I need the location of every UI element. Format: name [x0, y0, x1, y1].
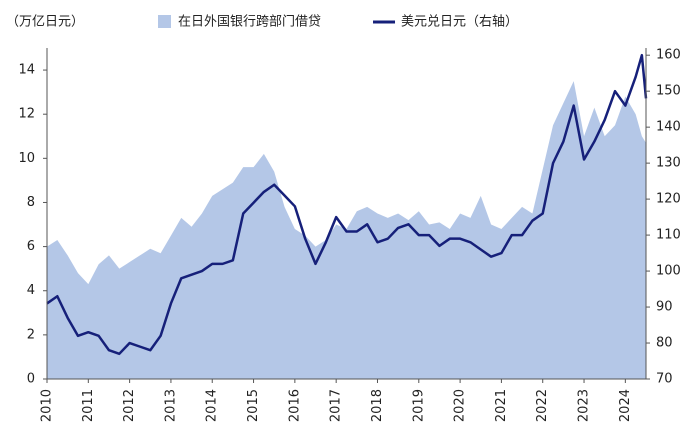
x-tick-label: 2014	[205, 389, 220, 422]
legend-swatch	[158, 15, 171, 28]
x-tick-label: 2018	[370, 389, 385, 422]
y2-tick-label: 70	[656, 372, 673, 387]
y-tick-label: 8	[27, 195, 35, 210]
y2-tick-label: 130	[656, 156, 681, 171]
legend-label: 美元兑日元（右轴）	[401, 15, 518, 30]
y-tick-label: 2	[27, 327, 35, 342]
x-tick-label: 2023	[577, 389, 592, 422]
x-tick-label: 2015	[246, 389, 261, 422]
x-tick-label: 2021	[494, 389, 509, 422]
x-tick-label: 2016	[287, 389, 302, 422]
y2-tick-label: 110	[656, 228, 681, 243]
y-tick-label: 6	[27, 239, 35, 254]
x-tick-label: 2011	[81, 389, 96, 422]
x-tick-label: 2022	[535, 389, 550, 422]
y2-tick-label: 100	[656, 264, 681, 279]
y2-tick-label: 160	[656, 48, 681, 63]
line	[46, 53, 648, 356]
y-tick-label: 4	[27, 283, 35, 298]
x-tick-label: 2024	[618, 389, 633, 422]
y2-tick-label: 80	[656, 336, 673, 351]
y-tick-label: 14	[18, 63, 35, 78]
y2-tick-label: 90	[656, 300, 673, 315]
x-tick-label: 2019	[411, 389, 426, 422]
x-tick-label: 2012	[122, 389, 137, 422]
x-tick-label: 2017	[329, 389, 344, 422]
y2-tick-label: 150	[656, 84, 681, 99]
y-tick-label: 10	[18, 151, 35, 166]
y2-tick-label: 140	[656, 120, 681, 135]
x-tick-label: 2013	[163, 389, 178, 422]
y-tick-label: 12	[18, 107, 35, 122]
legend-label: 在日外国银行跨部门借贷	[178, 15, 321, 30]
x-tick-label: 2020	[453, 389, 468, 422]
y-axis-label: （万亿日元）	[6, 15, 84, 30]
x-tick-label: 2010	[40, 389, 55, 422]
y-tick-label: 0	[27, 372, 35, 387]
y2-tick-label: 120	[656, 192, 681, 207]
